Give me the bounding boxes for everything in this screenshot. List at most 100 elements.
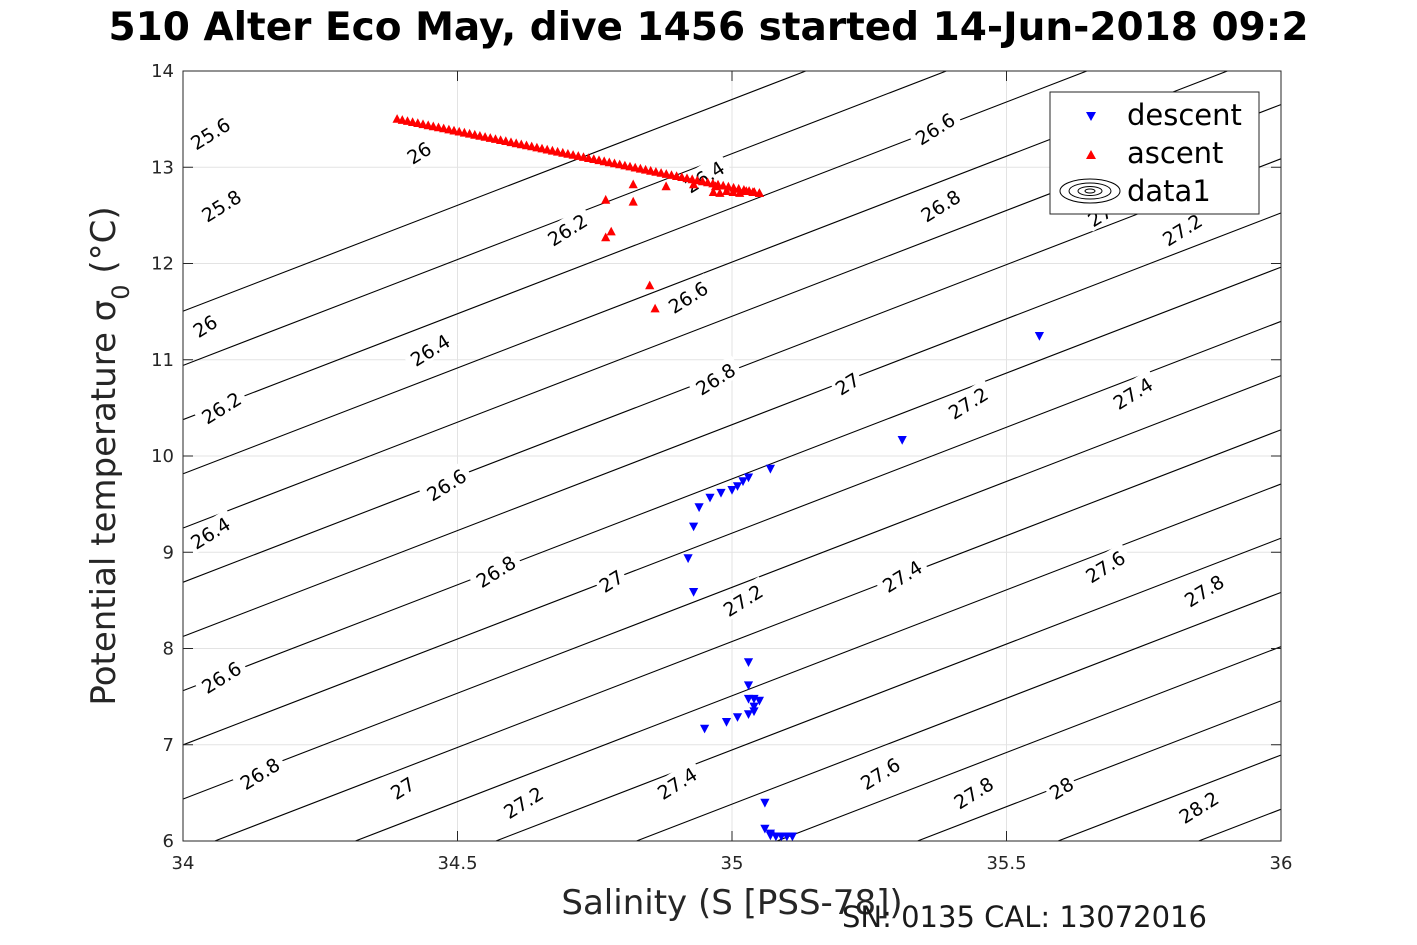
ascent-point — [656, 168, 666, 177]
ascent-point — [628, 196, 638, 206]
x-tick-label: 36 — [1270, 853, 1293, 874]
ascent-series — [392, 114, 764, 313]
ascent-point — [563, 149, 573, 158]
isopycnal-line — [183, 212, 1281, 638]
ascent-point — [604, 157, 614, 167]
serial-calibration-note: SN: 0135 CAL: 13072016 — [842, 900, 1207, 934]
ascent-point — [606, 226, 616, 236]
isopycnal-line — [1355, 23, 1417, 889]
ascent-point — [392, 114, 402, 123]
x-tick-label: 34 — [172, 853, 195, 874]
descent-point — [749, 702, 759, 712]
legend-marker-descent — [1086, 112, 1096, 121]
legend-contour-icon — [1059, 178, 1121, 204]
ascent-point — [625, 161, 635, 171]
isopycnal-line — [634, 591, 1281, 841]
descent-point — [897, 436, 907, 445]
ascent-point — [601, 194, 611, 204]
ascent-point — [506, 137, 516, 147]
ascent-point — [568, 150, 578, 159]
legend-box — [1049, 91, 1260, 215]
ascent-point — [418, 119, 428, 129]
isopycnal-line — [213, 429, 1281, 841]
y-tick-label: 8 — [163, 639, 174, 660]
descent-point — [700, 724, 710, 734]
y-tick-label: 12 — [151, 254, 174, 275]
descent-point — [689, 588, 699, 597]
descent-point — [721, 718, 732, 727]
ascent-point — [754, 188, 764, 197]
ascent-point — [715, 188, 725, 197]
x-tick-label: 35 — [721, 853, 744, 874]
descent-point — [760, 798, 770, 808]
descent-point — [716, 488, 726, 498]
descent-point — [732, 713, 743, 722]
chart-title: 510 Alter Eco May, dive 1456 started 14-… — [108, 5, 1309, 50]
descent-point — [743, 710, 754, 719]
ascent-point — [527, 141, 537, 151]
ascent-point — [501, 136, 511, 145]
ascent-point — [748, 187, 758, 196]
ascent-point — [516, 139, 526, 149]
descent-point — [743, 473, 754, 483]
isopycnal-line — [183, 71, 1229, 475]
descent-point — [754, 696, 764, 706]
y-tick-label: 10 — [151, 446, 174, 467]
y-tick-label: 11 — [151, 350, 174, 371]
ascent-point — [645, 280, 655, 290]
y-tick-label: 13 — [151, 157, 174, 178]
descent-point — [765, 464, 775, 474]
ascent-point — [553, 146, 563, 156]
ascent-point — [728, 187, 738, 196]
y-tick-label: 9 — [163, 542, 174, 563]
y-tick-label: 7 — [163, 735, 174, 756]
ascent-point — [651, 167, 661, 176]
descent-point — [683, 554, 693, 564]
descent-point — [749, 707, 759, 717]
y-tick-label: 14 — [151, 61, 174, 82]
isopycnal-line — [353, 483, 1281, 841]
descent-point — [727, 486, 737, 495]
descent-point — [694, 503, 704, 513]
isopycnal-line — [183, 266, 1281, 692]
x-tick-label: 34.5 — [437, 853, 477, 874]
ascent-point — [475, 131, 485, 140]
isopycnal-line — [183, 71, 948, 366]
ascent-point — [718, 180, 728, 190]
ascent-point — [439, 123, 449, 133]
ascent-point — [630, 162, 640, 172]
ascent-point — [589, 154, 599, 163]
ascent-point — [628, 179, 638, 189]
legend-marker-ascent — [1086, 150, 1096, 159]
descent-point — [743, 658, 754, 667]
ascent-point — [601, 232, 611, 242]
descent-point — [732, 482, 743, 491]
ascent-point — [677, 172, 687, 181]
legend-label-ascent: ascent — [1127, 136, 1223, 170]
ascent-point — [713, 179, 723, 189]
isopycnal-line — [775, 646, 1281, 841]
legend-label-descent: descent — [1127, 98, 1242, 132]
ascent-point — [721, 186, 732, 195]
legend-label-data1: data1 — [1127, 174, 1211, 208]
legend: descent ascent data1 — [1049, 91, 1260, 215]
axis-ticks: 34 34.5 35 35.5 36 6 7 8 9 10 11 12 13 14 — [151, 61, 1292, 874]
descent-point — [787, 832, 797, 842]
descent-point — [1034, 332, 1044, 341]
ascent-point — [594, 155, 604, 165]
descent-point — [738, 477, 748, 487]
descent-series — [683, 332, 1044, 842]
isopycnal-line — [916, 700, 1281, 841]
ascent-point — [413, 118, 423, 127]
isopycnal-line — [183, 71, 1089, 421]
descent-point — [705, 493, 715, 503]
ascent-point — [741, 186, 751, 195]
x-tick-label: 35.5 — [986, 853, 1026, 874]
ascent-point — [661, 181, 671, 191]
descent-point — [689, 522, 699, 532]
y-axis-label: Potential temperature σ0 (°C) — [84, 206, 135, 705]
isopycnal-line — [183, 71, 808, 312]
isopycnal-line — [183, 374, 1281, 800]
isopycnal-line — [494, 537, 1281, 841]
